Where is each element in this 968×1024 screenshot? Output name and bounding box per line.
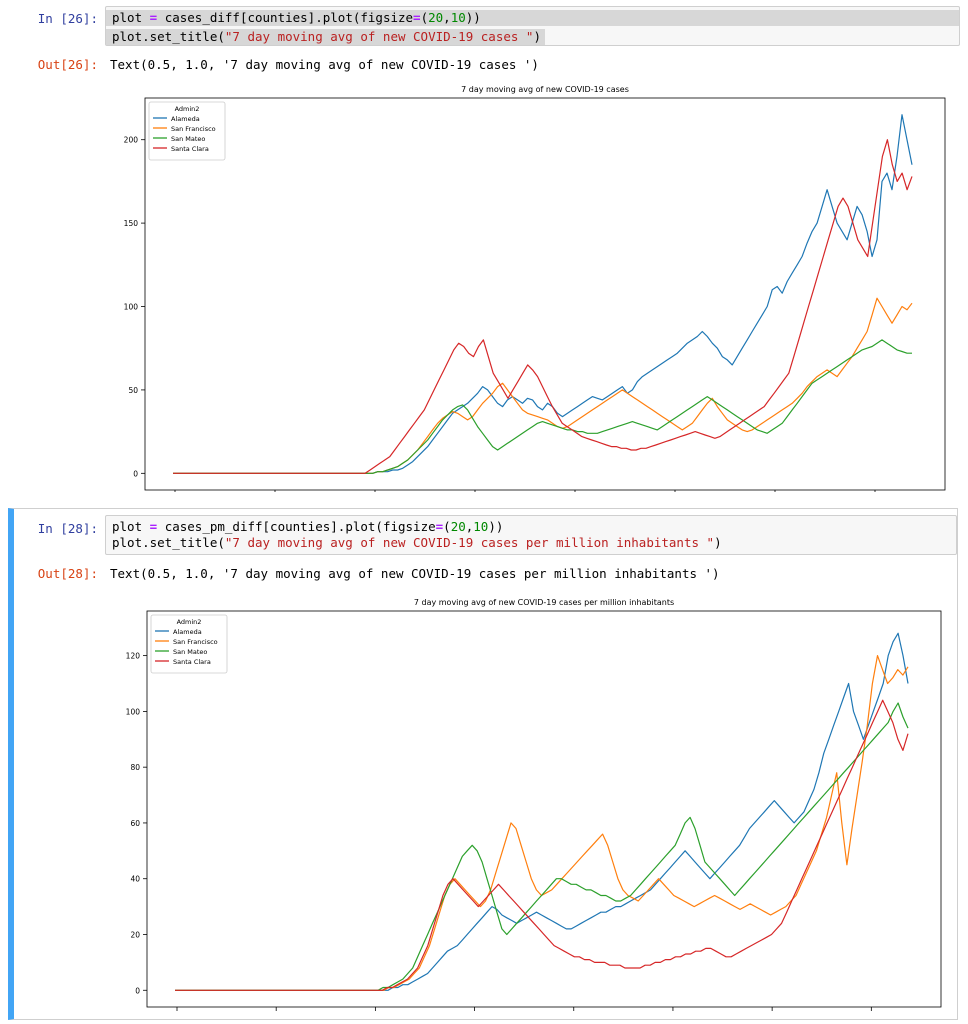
cases-per-million-line-chart: 7 day moving avg of new COVID-19 cases p… [126, 598, 942, 1011]
input-prompt: In [28]: [37, 521, 98, 536]
legend-title: Admin2 [175, 105, 200, 113]
y-tick-label: 0 [135, 986, 140, 995]
legend-box [150, 614, 228, 674]
y-tick-label: 80 [130, 763, 140, 772]
series-line-santa-clara [175, 699, 909, 991]
input-prompt: In [26]: [37, 11, 98, 26]
y-tick-label: 40 [130, 875, 140, 884]
series-line-san-mateo [175, 702, 909, 991]
output-prompt: Out[28]: [37, 566, 98, 581]
y-tick-label: 150 [124, 219, 139, 228]
y-tick-label: 60 [130, 819, 140, 828]
output-prompt: Out[26]: [37, 57, 98, 72]
cases-line-chart: 7 day moving avg of new COVID-19 cases 0 5… [124, 85, 946, 492]
y-tick-label: 50 [128, 386, 138, 395]
series-line-san-francisco [175, 654, 909, 991]
legend-box [148, 101, 226, 161]
series-line-alameda [175, 632, 909, 991]
legend: Admin2 Alameda San Francisco San Mateo Santa… [150, 614, 228, 674]
code-line: plot.set_title("7 day moving avg of new … [106, 29, 545, 45]
code-line: plot = cases_pm_diff[counties].plot(figs… [112, 519, 504, 534]
output-text: Text(0.5, 1.0, '7 day moving avg of new … [110, 566, 720, 581]
code-input[interactable]: plot = cases_pm_diff[counties].plot(figs… [105, 515, 957, 555]
series-line-santa-clara [173, 139, 913, 474]
legend-entry: San Mateo [173, 648, 207, 656]
legend-title: Admin2 [177, 618, 202, 626]
y-tick-label: 0 [133, 469, 138, 478]
legend-entry: San Francisco [171, 125, 216, 133]
code-line: plot.set_title("7 day moving avg of new … [112, 535, 722, 550]
legend-entry: Santa Clara [171, 145, 209, 153]
plot-frame [146, 610, 942, 1008]
y-tick-label: 20 [130, 930, 140, 939]
legend-entry: Alameda [171, 115, 200, 123]
plot-frame [144, 97, 946, 491]
chart-title: 7 day moving avg of new COVID-19 cases p… [414, 598, 674, 607]
code-line: plot = cases_diff[counties].plot(figsize… [106, 10, 959, 26]
chart-title: 7 day moving avg of new COVID-19 cases [461, 85, 629, 94]
notebook-cell-26[interactable]: In [26]: plot = cases_diff[counties].plo… [10, 0, 960, 500]
output-text: Text(0.5, 1.0, '7 day moving avg of new … [110, 57, 539, 72]
legend: Admin2 Alameda San Francisco San Mateo Santa… [148, 101, 226, 161]
legend-entry: San Francisco [173, 638, 218, 646]
legend-entry: Santa Clara [173, 658, 211, 666]
code-input[interactable]: plot = cases_diff[counties].plot(figsize… [105, 6, 960, 46]
series-line-alameda [173, 114, 913, 474]
y-tick-label: 100 [126, 707, 141, 716]
legend-entry: San Mateo [171, 135, 205, 143]
series-line-san-mateo [173, 339, 912, 474]
y-tick-label: 200 [124, 136, 139, 145]
y-tick-label: 100 [124, 303, 139, 312]
legend-entry: Alameda [173, 628, 202, 636]
y-tick-label: 120 [126, 652, 141, 661]
notebook-cell-28[interactable]: In [28]: plot = cases_pm_diff[counties].… [8, 508, 958, 1020]
